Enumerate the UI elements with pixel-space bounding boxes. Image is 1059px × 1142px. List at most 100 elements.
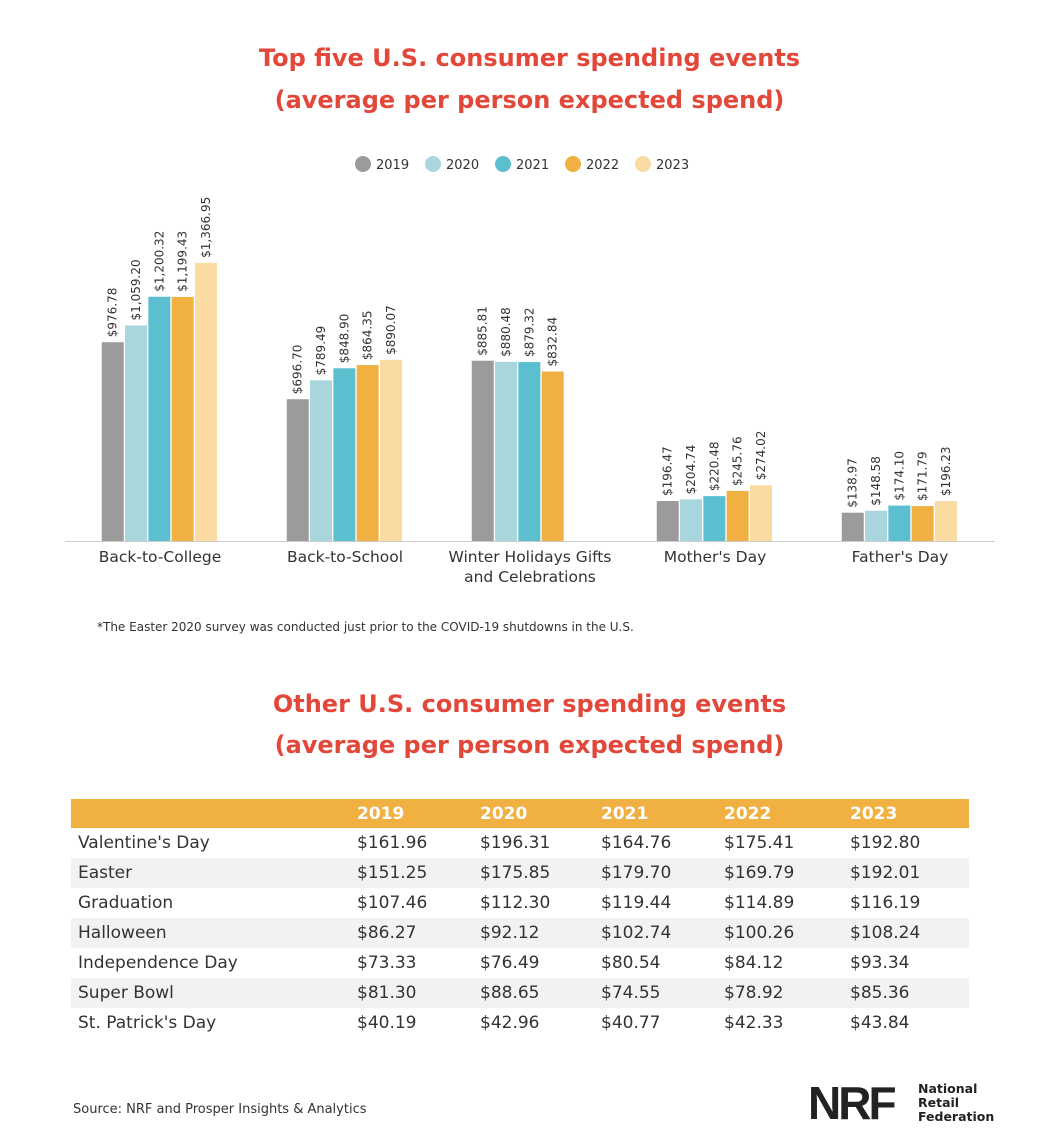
table-cell: Valentine's Day (78, 833, 210, 853)
value-label: $196.47 (661, 446, 675, 496)
table-cell: $85.36 (850, 983, 910, 1003)
value-label: $879.32 (522, 307, 536, 357)
table-cell: $108.24 (850, 923, 921, 943)
value-label: $138.97 (846, 458, 860, 508)
value-label: $245.76 (731, 436, 745, 486)
value-label: $848.90 (337, 314, 351, 364)
table-cell: $107.46 (357, 893, 428, 913)
x-tick-label: Mother's Day (663, 548, 767, 566)
bar (148, 296, 171, 541)
legend-marker (355, 156, 371, 172)
legend-marker (495, 156, 511, 172)
table-cell: $164.76 (601, 833, 672, 853)
table-cell: Halloween (78, 923, 167, 943)
value-label: $1,366.95 (199, 197, 213, 258)
chart-title: Top five U.S. consumer spending events (258, 44, 801, 72)
legend-label: 2019 (376, 158, 409, 173)
bar (726, 490, 749, 541)
bar (379, 359, 402, 541)
bar (356, 365, 379, 541)
column-header: 2023 (850, 804, 898, 824)
logo: NRF (808, 1077, 897, 1129)
bar (518, 362, 541, 541)
bar (911, 506, 934, 541)
legend-marker (565, 156, 581, 172)
value-label: $148.58 (869, 456, 883, 506)
table-cell: $40.19 (357, 1013, 417, 1033)
value-label: $696.70 (291, 345, 305, 395)
bar (471, 360, 494, 541)
table-cell: $192.80 (850, 833, 921, 853)
value-label: $976.78 (106, 288, 120, 338)
table-cell: $119.44 (601, 893, 672, 913)
bar (333, 368, 356, 541)
table-cell: $73.33 (357, 953, 417, 973)
value-label: $204.74 (684, 445, 698, 495)
table-cell: $161.96 (357, 833, 428, 853)
bar (310, 380, 333, 541)
table-cell: $196.31 (480, 833, 551, 853)
table-cell: $116.19 (850, 893, 921, 913)
bar (865, 510, 888, 541)
bar (680, 499, 703, 541)
table-cell: $81.30 (357, 983, 417, 1003)
table-subtitle: (average per person expected spend) (274, 731, 785, 759)
column-header: 2020 (480, 804, 528, 824)
bar (171, 296, 194, 541)
bar (934, 501, 957, 541)
table-cell: $84.12 (724, 953, 784, 973)
legend-marker (635, 156, 651, 172)
value-label: $832.84 (546, 317, 560, 367)
table-cell: $92.12 (480, 923, 540, 943)
column-header: 2019 (357, 804, 405, 824)
chart: 2019 2020 2021 2022 2023 $976.78 $1,059.20 $1,2… (65, 156, 995, 542)
bar (101, 342, 124, 541)
bar (703, 496, 726, 541)
table-cell: $74.55 (601, 983, 661, 1003)
x-tick-label: Back-to-College (98, 548, 222, 566)
chart-subtitle: (average per person expected spend) (274, 86, 785, 114)
row-bg (71, 858, 969, 888)
table-cell: $88.65 (480, 983, 540, 1003)
value-label: $274.02 (754, 431, 768, 481)
table-cell: Easter (78, 863, 133, 883)
table-cell: $114.89 (724, 893, 795, 913)
table-title: Other U.S. consumer spending events (272, 690, 787, 718)
value-label: $880.48 (499, 307, 513, 357)
table-cell: $179.70 (601, 863, 672, 883)
table-cell: $100.26 (724, 923, 795, 943)
table-cell: $175.85 (480, 863, 551, 883)
legend-label: 2020 (446, 158, 479, 173)
table-cell: $169.79 (724, 863, 795, 883)
value-label: $174.10 (892, 451, 906, 501)
legend-label: 2023 (656, 158, 689, 173)
value-label: $885.81 (476, 306, 490, 356)
table-header-bg (71, 799, 969, 828)
table-cell: $78.92 (724, 983, 784, 1003)
bar (656, 501, 679, 541)
x-tick-label: Father's Day (851, 548, 949, 566)
value-label: $196.23 (939, 446, 953, 496)
table-cell: Super Bowl (78, 983, 174, 1003)
value-label: $220.48 (707, 442, 721, 492)
legend-label: 2022 (586, 158, 619, 173)
value-label: $1,199.43 (176, 231, 190, 292)
footnote: *The Easter 2020 survey was conducted ju… (97, 620, 634, 634)
bar (749, 485, 772, 541)
table-cell: $151.25 (357, 863, 428, 883)
bar (888, 505, 911, 541)
table-cell: $42.96 (480, 1013, 540, 1033)
table-cell: $112.30 (480, 893, 551, 913)
table-cell: $40.77 (601, 1013, 661, 1033)
table-cell: Graduation (78, 893, 174, 913)
table-cell: $93.34 (850, 953, 910, 973)
table-cell: Independence Day (78, 953, 238, 973)
bar (194, 262, 217, 541)
table-cell: $175.41 (724, 833, 795, 853)
legend-label: 2021 (516, 158, 549, 173)
row-bg (71, 978, 969, 1008)
row-bg (71, 918, 969, 948)
bar (286, 399, 309, 541)
table-cell: $42.33 (724, 1013, 784, 1033)
